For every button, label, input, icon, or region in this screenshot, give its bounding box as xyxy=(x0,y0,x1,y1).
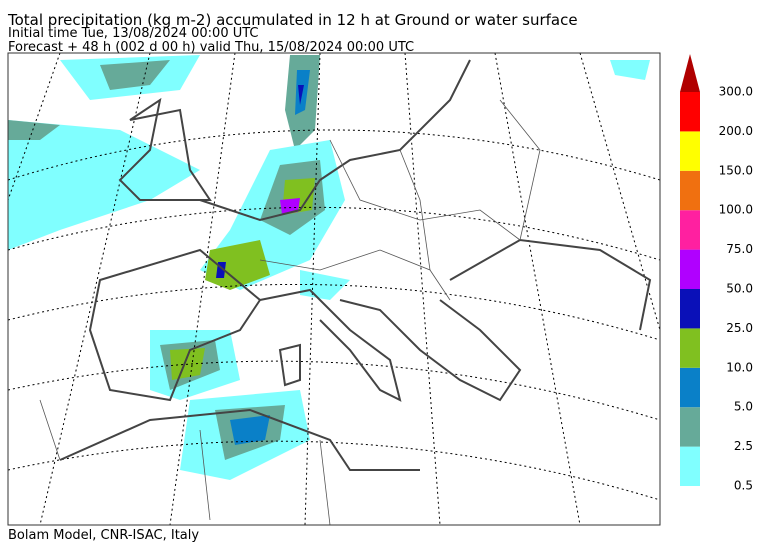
footer: Bolam Model, CNR-ISAC, Italy xyxy=(8,528,199,543)
colorbar-segment xyxy=(680,170,700,211)
forecast: Forecast + 48 h (002 d 00 h) valid Thu, … xyxy=(8,40,414,55)
colorbar-label: 100.0 xyxy=(719,203,753,217)
colorbar-segment xyxy=(680,407,700,447)
borders xyxy=(39,99,541,525)
colorbar-label: 5.0 xyxy=(734,400,753,414)
colorbar-label: 75.0 xyxy=(726,242,753,256)
colorbar-segment xyxy=(680,367,700,408)
precipitation xyxy=(8,55,650,480)
colorbar-label: 25.0 xyxy=(726,321,753,335)
colorbar-label: 200.0 xyxy=(719,124,753,138)
colorbar-segment xyxy=(680,289,700,329)
colorbar-segment xyxy=(680,328,700,368)
colorbar-extend-arrow xyxy=(680,54,700,92)
colorbar-label: 2.5 xyxy=(734,439,753,453)
map xyxy=(7,52,661,526)
coastlines xyxy=(59,59,652,471)
colorbar-label: 0.5 xyxy=(734,479,753,493)
colorbar-label: 150.0 xyxy=(719,163,753,177)
colorbar-segment xyxy=(680,131,700,171)
colorbar-label: 10.0 xyxy=(726,360,753,374)
colorbar-label: 50.0 xyxy=(726,282,753,296)
colorbar: 0.5 2.5 5.0 10.0 25.0 50.0 75.0 100.0 150.0 200.0… xyxy=(680,54,753,493)
initial-time: Initial time Tue, 13/08/2024 00:00 UTC xyxy=(8,26,259,41)
colorbar-segment xyxy=(680,92,700,132)
colorbar-segment xyxy=(680,446,700,486)
colorbar-segment xyxy=(680,210,700,250)
colorbar-label: 300.0 xyxy=(719,85,753,99)
map-frame xyxy=(7,52,661,526)
title: Total precipitation (kg m-2) accumulated… xyxy=(7,11,578,29)
colorbar-segment xyxy=(680,249,700,289)
